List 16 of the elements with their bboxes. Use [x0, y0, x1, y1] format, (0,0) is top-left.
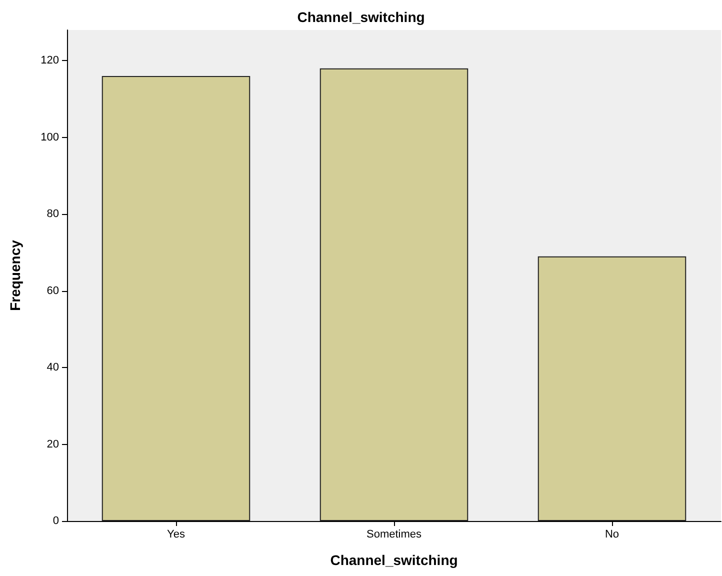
- y-tick-label: 80: [46, 208, 59, 220]
- y-tick-label: 60: [46, 284, 59, 297]
- bar: [320, 68, 468, 521]
- x-tick-label: Sometimes: [366, 528, 422, 540]
- bar: [102, 76, 250, 521]
- x-tick-label: No: [604, 528, 620, 540]
- y-tick-label: 120: [40, 54, 59, 67]
- x-tick-label: Yes: [167, 528, 186, 540]
- x-axis-title: Channel_switching: [330, 552, 458, 568]
- y-tick-label: 0: [52, 515, 59, 527]
- chart-title: Channel_switching: [297, 9, 425, 25]
- y-axis-title: Frequency: [7, 240, 23, 311]
- y-tick-label: 40: [46, 362, 59, 374]
- y-tick-label: 100: [40, 131, 59, 144]
- bar: [538, 256, 686, 521]
- y-tick-label: 20: [46, 438, 59, 450]
